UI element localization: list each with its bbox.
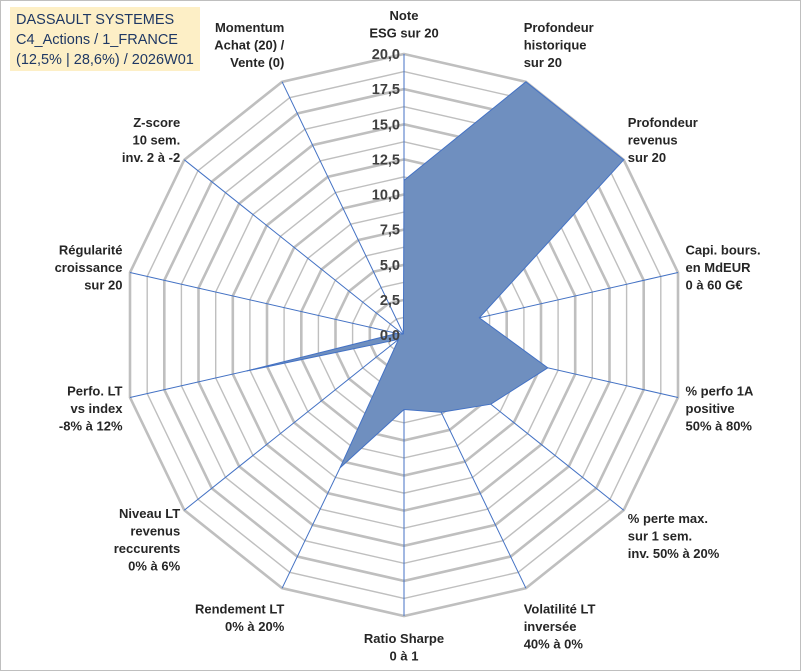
category-label-line: -8% à 12% <box>59 419 123 434</box>
category-label-line: historique <box>524 38 587 53</box>
category-label: % perfo 1A positive 50% à 80% <box>686 384 755 434</box>
category-label-line: 0 à 60 G€ <box>686 277 743 292</box>
category-label: Momentum Achat (20) / Vente (0) <box>214 20 284 70</box>
category-label-line: 40% à 0% <box>524 637 584 652</box>
category-label: Profondeur revenus sur 20 <box>628 115 698 165</box>
category-label-line: Note <box>390 8 419 23</box>
chart-title-category: C4_Actions / 1_FRANCE <box>16 32 178 48</box>
category-label-line: Volatilité LT <box>524 602 596 617</box>
category-label: Capi. bours. en MdEUR 0 à 60 G€ <box>686 242 761 292</box>
axis-spoke <box>281 81 405 336</box>
category-label-line: Ratio Sharpe <box>364 631 444 646</box>
category-label-line: inv. 50% à 20% <box>628 546 720 561</box>
category-label: Niveau LT revenus reccurents 0% à 6% <box>114 506 181 574</box>
category-label-line: ESG sur 20 <box>369 26 438 41</box>
tick-label: 17,5 <box>372 82 400 98</box>
category-label: Note ESG sur 20 <box>369 8 438 41</box>
category-label-line: sur 20 <box>628 150 666 165</box>
radar-tick-labels: 0,0 2,5 5,0 7,5 10,0 12,5 15,0 17,5 20,0 <box>372 47 400 344</box>
category-label: Profondeur historique sur 20 <box>524 20 594 70</box>
category-label-line: vs index <box>70 401 123 416</box>
series-area <box>246 81 625 469</box>
category-label-line: positive <box>686 401 735 416</box>
axis-spoke <box>183 159 405 336</box>
category-label-line: en MdEUR <box>686 260 752 275</box>
category-label-line: Profondeur <box>628 115 698 130</box>
tick-label: 2,5 <box>380 293 400 309</box>
category-label: Régularité croissance sur 20 <box>55 242 123 292</box>
category-label: Ratio Sharpe 0 à 1 <box>364 631 444 664</box>
tick-label: 12,5 <box>372 152 400 168</box>
tick-label: 20,0 <box>372 47 400 63</box>
category-label-line: reccurents <box>114 541 180 556</box>
axis-spoke <box>183 334 405 511</box>
tick-label: 10,0 <box>372 188 400 204</box>
category-label-line: Achat (20) / <box>214 38 284 53</box>
category-label-line: revenus <box>628 133 678 148</box>
tick-label: 15,0 <box>372 117 400 133</box>
category-label-line: sur 20 <box>84 277 122 292</box>
category-label: Perfo. LT vs index -8% à 12% <box>59 384 123 434</box>
category-label-line: Perfo. LT <box>67 384 122 399</box>
category-label: % perte max. sur 1 sem. inv. 50% à 20% <box>628 511 720 561</box>
category-label-line: % perfo 1A <box>686 384 755 399</box>
tick-label: 0,0 <box>380 328 400 344</box>
category-label-line: inv. 2 à -2 <box>122 150 180 165</box>
radar-series <box>246 81 625 469</box>
tick-label: 7,5 <box>380 223 400 239</box>
category-label-line: 10 sem. <box>132 133 180 148</box>
category-label-line: Rendement LT <box>195 602 284 617</box>
category-label-line: croissance <box>55 260 123 275</box>
category-label: Volatilité LT inversée 40% à 0% <box>524 602 596 652</box>
category-label-line: Momentum <box>215 20 284 35</box>
category-label-line: 50% à 80% <box>686 419 753 434</box>
category-label-line: Profondeur <box>524 20 594 35</box>
tick-label: 5,0 <box>380 258 400 274</box>
category-label-line: 0% à 6% <box>128 558 180 573</box>
radar-axis-labels: Note ESG sur 20 Profondeur historique sur 20… <box>55 8 761 664</box>
category-label-line: 0 à 1 <box>390 649 419 664</box>
category-label: Z-score 10 sem. inv. 2 à -2 <box>122 115 180 165</box>
category-label-line: % perte max. <box>628 511 708 526</box>
category-label-line: Vente (0) <box>230 55 284 70</box>
category-label-line: Z-score <box>133 115 180 130</box>
category-label-line: Régularité <box>59 242 123 257</box>
chart-title-company: DASSAULT SYSTEMES <box>16 12 175 28</box>
chart-title-box: DASSAULT SYSTEMES C4_Actions / 1_FRANCE … <box>10 7 200 71</box>
category-label-line: 0% à 20% <box>225 619 285 634</box>
category-label-line: revenus <box>130 523 180 538</box>
category-label-line: sur 20 <box>524 55 562 70</box>
chart-title-period: (12,5% | 28,6%) / 2026W01 <box>16 52 194 68</box>
category-label-line: sur 1 sem. <box>628 528 692 543</box>
category-label-line: Niveau LT <box>119 506 180 521</box>
category-label-line: inversée <box>524 619 577 634</box>
category-label: Rendement LT 0% à 20% <box>195 602 285 635</box>
axis-spoke <box>129 272 405 336</box>
category-label-line: Capi. bours. <box>686 242 761 257</box>
